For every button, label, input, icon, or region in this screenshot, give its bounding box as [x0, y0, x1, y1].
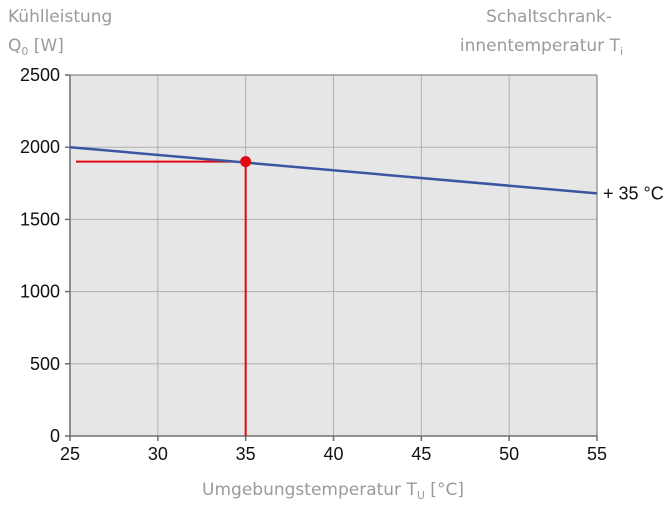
operating-point-guides [76, 160, 247, 436]
x-axis-title-text: Umgebungstemperatur T [202, 480, 417, 500]
x-tick-label: 30 [148, 444, 168, 464]
y-axis-title-line2: Q0 [W] [8, 36, 64, 58]
x-tick-label: 45 [411, 444, 431, 464]
x-axis-title-unit: [°C] [425, 480, 464, 500]
operating-point-dot [240, 156, 252, 168]
y-tick-label: 1500 [20, 209, 60, 229]
right-title-text: innentemperatur T [460, 36, 621, 56]
x-tick-label: 55 [587, 444, 607, 464]
y-tick-label: 2500 [20, 65, 60, 85]
series-line [69, 145, 598, 195]
y-tick-label: 0 [50, 426, 60, 446]
axes [65, 74, 598, 441]
y-axis-symbol-subscript: 0 [21, 45, 28, 58]
operating-point-marker [240, 156, 252, 168]
x-tick-label: 25 [60, 444, 80, 464]
x-axis-title: Umgebungstemperatur TU [°C] [202, 480, 464, 502]
y-tick-label: 500 [30, 354, 60, 374]
right-title-subscript: i [620, 45, 623, 58]
x-tick-label: 35 [236, 444, 256, 464]
x-tick-label: 50 [499, 444, 519, 464]
y-axis-unit: [W] [28, 36, 63, 56]
x-tick-label: 40 [323, 444, 343, 464]
series-lines [69, 145, 598, 195]
y-tick-label: 1000 [20, 282, 60, 302]
right-title-line1: Schaltschrank- [486, 7, 612, 27]
series-label: + 35 °C [603, 183, 664, 203]
y-axis-symbol: Q [8, 36, 21, 56]
x-axis-title-subscript: U [417, 489, 425, 502]
y-axis-title-line1: Kühlleistung [8, 7, 112, 27]
right-title-line2: innentemperatur Ti [460, 36, 623, 58]
tick-labels: 25 30 35 40 45 50 55 0 500 1000 1500 2000 2500 [20, 65, 607, 464]
y-tick-label: 2000 [20, 137, 60, 157]
